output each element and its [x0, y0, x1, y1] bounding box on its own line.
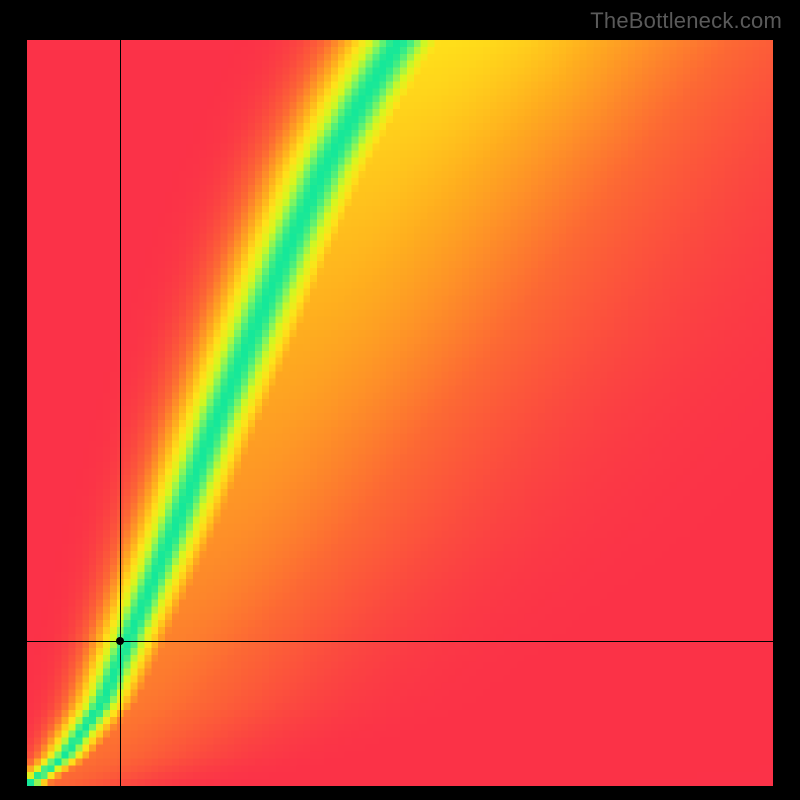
crosshair-dot [116, 637, 124, 645]
heatmap-canvas [27, 40, 773, 786]
watermark-text: TheBottleneck.com [590, 8, 782, 34]
chart-frame: TheBottleneck.com [0, 0, 800, 800]
crosshair-vertical [120, 40, 121, 786]
crosshair-horizontal [27, 641, 773, 642]
heatmap-plot [27, 40, 773, 786]
